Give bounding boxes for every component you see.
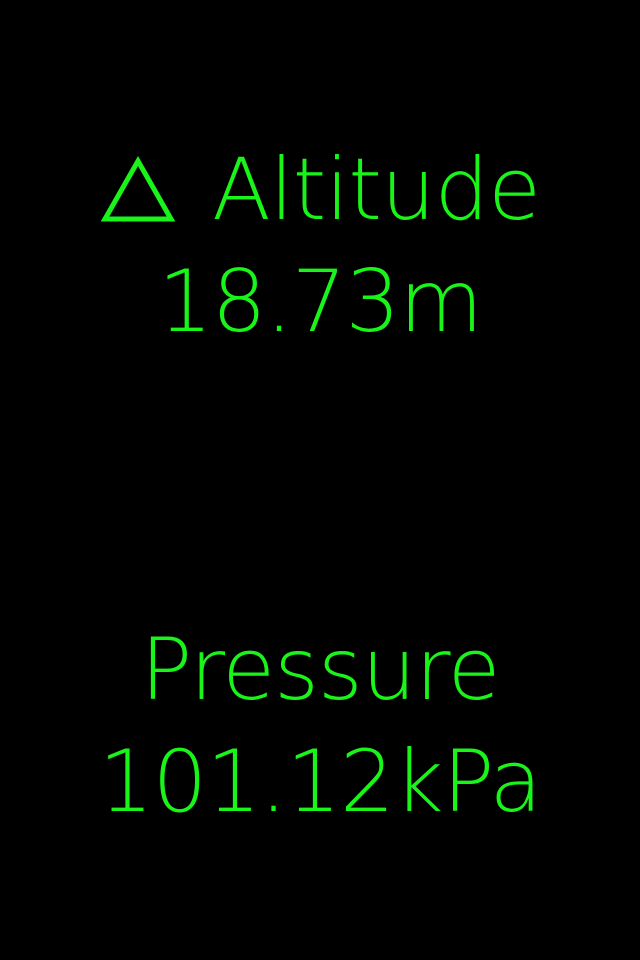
altitude-label: Altitude <box>211 140 541 240</box>
pressure-label: Pressure <box>140 620 500 720</box>
altitude-section: Altitude 18.73m <box>0 134 640 358</box>
pressure-value: 101.12kPa <box>98 732 542 832</box>
altitude-title-row: Altitude <box>0 134 640 246</box>
altitude-value: 18.73m <box>158 252 483 352</box>
pressure-section: Pressure 101.12kPa <box>0 614 640 838</box>
delta-triangle-icon <box>100 155 176 225</box>
